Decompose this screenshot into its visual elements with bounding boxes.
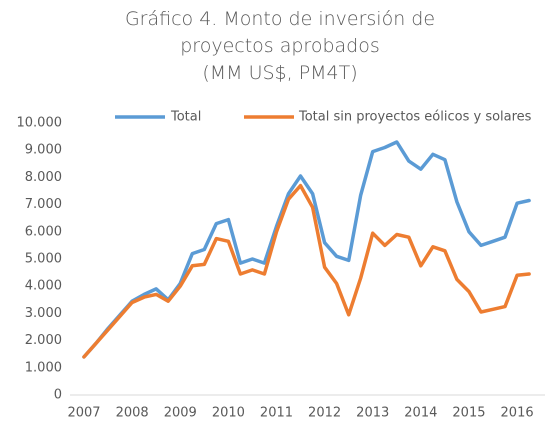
chart-subtitle: (MM US$, PM4T) [202,62,358,84]
y-tick-label: 0 [54,388,62,403]
x-tick-label: 2012 [308,406,341,421]
x-tick-label: 2008 [116,406,149,421]
y-tick-label: 1.000 [25,360,62,375]
x-tick-label: 2007 [67,406,100,421]
x-tick-label: 2009 [164,406,197,421]
x-tick-label: 2010 [212,406,245,421]
x-tick-label: 2015 [452,406,485,421]
y-tick-label: 4.000 [25,279,62,294]
title-block: Gráfico 4. Monto de inversión de proyect… [100,6,460,87]
chart-title: Gráfico 4. Monto de inversión de proyect… [124,8,436,57]
y-tick-label: 2.000 [25,333,62,348]
y-tick-label: 10.000 [17,116,63,131]
y-tick-label: 9.000 [25,143,62,158]
x-tick-label: 2016 [501,406,534,421]
y-tick-label: 6.000 [25,224,62,239]
y-tick-label: 3.000 [25,306,62,321]
x-tick-label: 2011 [260,406,293,421]
x-tick-label: 2013 [356,406,389,421]
series-line [82,140,531,359]
y-tick-label: 5.000 [25,252,62,267]
y-tick-label: 8.000 [25,170,62,185]
series-line [82,183,531,359]
legend-label: Total sin proyectos eólicos y solares [298,110,532,125]
legend-label: Total [170,110,201,125]
x-tick-label: 2014 [404,406,437,421]
y-tick-label: 7.000 [25,197,62,212]
